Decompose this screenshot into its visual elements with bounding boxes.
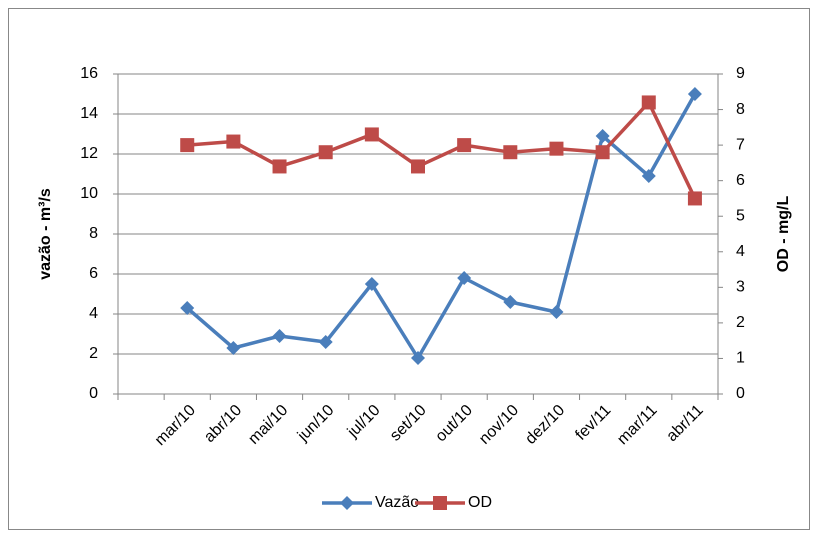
- y-tick-label: 16: [80, 65, 98, 82]
- marker: [687, 87, 702, 101]
- y-axis-title: vazão - m³/s: [37, 188, 54, 280]
- y2-tick-label: 0: [736, 385, 745, 402]
- y2-tick-label: 2: [736, 314, 745, 331]
- marker: [226, 134, 241, 149]
- marker: [180, 301, 195, 315]
- y-tick-label: 14: [80, 105, 98, 122]
- y2-tick-label: 1: [736, 350, 745, 367]
- marker: [641, 95, 656, 110]
- marker: [549, 141, 564, 156]
- y2-tick-label: 9: [736, 65, 745, 82]
- chart-frame: [8, 8, 810, 530]
- marker: [340, 496, 354, 510]
- legend-label: OD: [468, 494, 492, 511]
- y-tick-label: 4: [89, 305, 98, 322]
- marker: [364, 277, 379, 291]
- marker: [457, 138, 472, 153]
- marker: [503, 295, 518, 309]
- marker: [503, 145, 518, 160]
- marker: [641, 169, 656, 183]
- marker: [318, 335, 333, 349]
- marker: [272, 159, 287, 174]
- marker: [595, 145, 610, 160]
- legend-item: Vazão: [322, 494, 419, 511]
- marker: [364, 127, 379, 142]
- y-tick-label: 10: [80, 185, 98, 202]
- marker: [457, 271, 472, 285]
- y2-tick-label: 3: [736, 279, 745, 296]
- y2-tick-label: 4: [736, 243, 745, 260]
- marker: [411, 159, 425, 174]
- marker: [272, 329, 287, 343]
- legend-label: Vazão: [375, 494, 419, 511]
- marker: [226, 341, 241, 355]
- y-tick-label: 0: [89, 385, 98, 402]
- y2-tick-label: 5: [736, 207, 745, 224]
- y-tick-label: 2: [89, 345, 98, 362]
- series-line: [187, 100, 697, 200]
- legend-item: OD: [415, 494, 492, 511]
- y-tick-label: 6: [89, 265, 98, 282]
- y-tick-label: 8: [89, 225, 98, 242]
- y2-axis-title: OD - mg/L: [775, 196, 792, 273]
- y2-tick-label: 8: [736, 101, 745, 118]
- y-tick-label: 12: [80, 145, 98, 162]
- marker: [180, 138, 195, 153]
- marker: [433, 496, 447, 510]
- y2-tick-label: 7: [736, 136, 745, 153]
- y2-tick-label: 6: [736, 172, 745, 189]
- marker: [595, 129, 610, 143]
- marker: [549, 305, 564, 319]
- marker: [411, 351, 425, 365]
- marker: [687, 191, 702, 206]
- marker: [318, 145, 333, 160]
